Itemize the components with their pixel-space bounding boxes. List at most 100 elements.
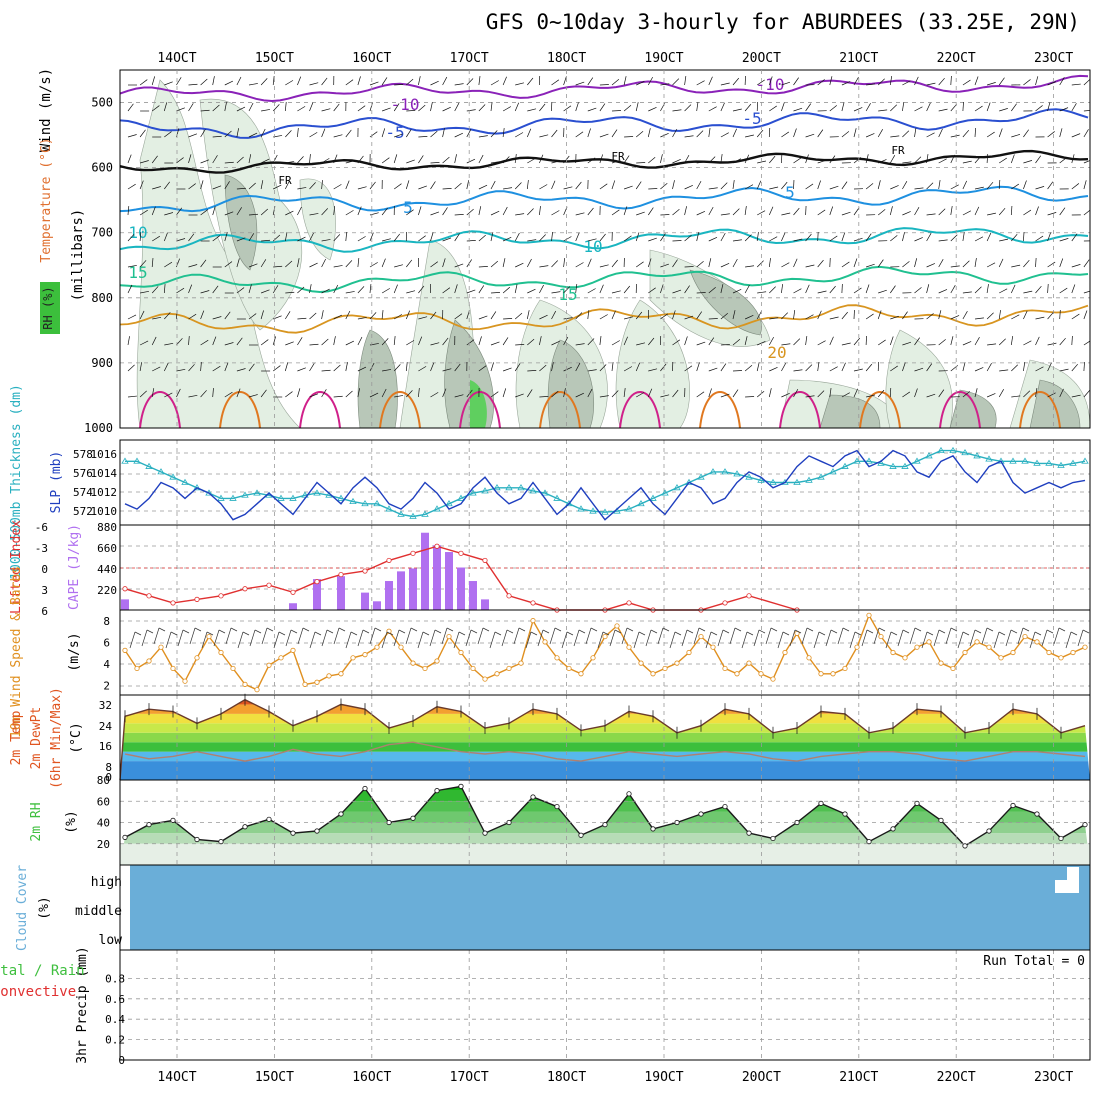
upper-ytick-1: 600 <box>91 161 113 175</box>
wind-speed-line-pt-72 <box>986 644 992 650</box>
thickness-line-pt-24 <box>409 512 417 519</box>
wind-barb <box>853 388 858 398</box>
wind-barb <box>902 161 912 164</box>
wind-barb <box>369 81 379 86</box>
wind-barb <box>502 236 512 242</box>
wind10-barb-flag <box>866 629 874 634</box>
wind-barb <box>587 128 591 138</box>
wind-barb <box>865 233 872 242</box>
thickness-line-pt-50 <box>721 468 729 475</box>
wind-barb <box>587 369 597 372</box>
wind-barb <box>393 336 396 346</box>
wind-barb <box>805 314 814 320</box>
wind-barb <box>817 362 820 372</box>
wind-barb <box>260 289 270 294</box>
x-tick-top-4: 18OCT <box>547 51 586 66</box>
wind-speed-line-pt-33 <box>518 660 524 666</box>
wind-barb <box>914 128 917 138</box>
rh-line-pt-29 <box>818 800 824 806</box>
wind-barb <box>587 238 597 242</box>
wind-barb <box>624 316 633 320</box>
wind-barb <box>539 265 549 268</box>
wind-barb <box>623 366 633 372</box>
wind-barb <box>999 157 1007 164</box>
temp-tick-0: 32 <box>99 699 112 712</box>
wind10-barb-flag <box>1010 629 1018 634</box>
wind-barb <box>890 235 898 242</box>
wind10-barb-flag <box>530 631 538 636</box>
wind-barb <box>406 159 415 164</box>
low-arc-9 <box>859 391 901 428</box>
wind-barb <box>672 128 678 138</box>
wind-barb <box>1011 314 1020 320</box>
wind-barb <box>515 344 525 346</box>
wind-speed-line-pt-79 <box>1070 649 1076 656</box>
wind-barb <box>466 289 476 294</box>
wind-barb <box>853 128 857 138</box>
wind10-barb <box>453 631 460 649</box>
wind-barb <box>151 286 159 294</box>
wind-barb <box>151 76 156 86</box>
wind-barb <box>926 363 933 372</box>
wind-barb <box>696 80 705 86</box>
wind-barb <box>998 207 1006 216</box>
temp-tick-3: 8 <box>105 761 112 774</box>
wind-barb <box>902 102 905 112</box>
wind-barb <box>321 338 329 346</box>
wind-barb <box>309 363 315 372</box>
wind-barb <box>1083 129 1089 138</box>
wind-barb <box>333 336 336 346</box>
contour-label-8: 5 <box>785 183 795 202</box>
wind-barb <box>962 391 971 398</box>
thickness-line-pt-11 <box>253 489 261 496</box>
wind-barb <box>151 388 155 398</box>
thickness-line-pt-61 <box>853 457 861 464</box>
wind-barb <box>962 160 972 164</box>
wind-barb <box>273 184 282 190</box>
wind-speed-line-pt-43 <box>638 660 644 666</box>
wind-barb <box>974 76 979 86</box>
contour-label-9: 10 <box>128 223 147 242</box>
thickness-line-pt-5 <box>181 478 189 485</box>
x-tick-top-1: 15OCT <box>255 51 294 66</box>
wind-barb <box>515 393 524 398</box>
wind-barb <box>756 310 762 320</box>
contour-label-2: -5 <box>385 123 404 142</box>
wind-barb <box>1047 81 1057 86</box>
rh-band-6 <box>120 786 1090 791</box>
wind-barb <box>139 362 143 372</box>
wind-barb <box>889 155 896 164</box>
wind-barb <box>454 394 464 398</box>
wind-barb <box>732 108 742 112</box>
wind-barb <box>914 76 919 86</box>
wind-barb <box>466 180 470 190</box>
wind-barb <box>781 343 791 346</box>
wind-speed-line-pt-70 <box>962 649 968 656</box>
wind-barb <box>369 284 372 294</box>
wind-barb <box>224 311 231 320</box>
thickness-line-pt-29 <box>469 489 477 496</box>
wind-barb <box>502 258 506 268</box>
wind-barb <box>684 206 687 216</box>
wind-barb <box>212 206 216 216</box>
wind-barb <box>176 368 186 372</box>
wind-barb <box>938 259 944 268</box>
wind-barb <box>1035 388 1038 398</box>
wind-barb <box>962 291 972 294</box>
wind-barb <box>502 286 511 294</box>
wind-barb <box>926 213 936 216</box>
thickness-line-pt-67 <box>925 452 933 459</box>
wind-speed-line-pt-23 <box>398 644 404 650</box>
wind-barb <box>490 232 494 242</box>
wind-barb <box>732 289 742 294</box>
thickness-line-pt-70 <box>961 448 969 456</box>
wind-barb <box>188 233 195 242</box>
wind-barb <box>841 232 846 242</box>
wind-barb <box>575 343 585 346</box>
wind-barb <box>357 155 364 164</box>
wind-barb <box>515 213 525 216</box>
wind-barb <box>889 76 893 86</box>
wind-barb <box>744 364 753 372</box>
wind-barb <box>188 313 197 320</box>
wind-barb <box>890 315 899 320</box>
